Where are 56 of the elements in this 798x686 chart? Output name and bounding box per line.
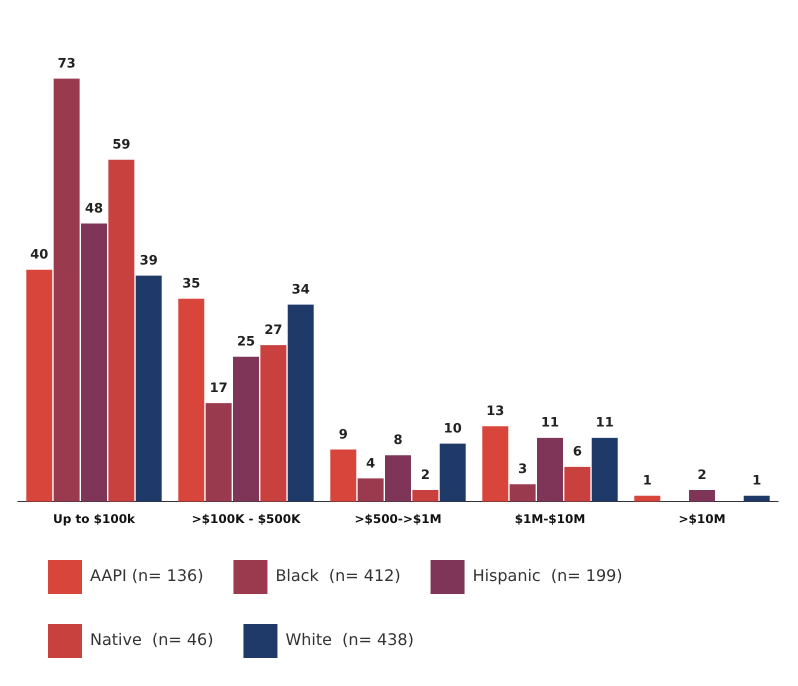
bar <box>412 490 438 502</box>
bar <box>510 484 536 502</box>
legend-label: Black (n= 412) <box>275 566 401 586</box>
data-label: 1 <box>752 474 762 489</box>
bar <box>482 426 508 502</box>
bar <box>136 276 162 502</box>
data-label: 39 <box>140 253 158 268</box>
data-label: 8 <box>393 433 403 448</box>
bar <box>592 438 618 502</box>
bar <box>54 78 80 502</box>
x-tick-label: Up to $100k <box>52 512 136 526</box>
bar <box>260 345 286 502</box>
data-label: 25 <box>236 334 256 350</box>
bar <box>81 223 107 502</box>
data-label: 17 <box>210 380 228 396</box>
data-label: 1 <box>642 474 652 489</box>
data-label: 27 <box>264 323 282 338</box>
bar <box>206 403 232 502</box>
bar <box>178 298 204 502</box>
data-label: 4 <box>366 456 376 472</box>
data-label: 11 <box>540 416 560 431</box>
legend-label: AAPI (n= 136) <box>90 566 204 586</box>
legend-label: White (n= 438) <box>285 630 414 650</box>
data-label: 6 <box>572 444 582 460</box>
x-tick-label: $1M-$10M <box>514 512 586 526</box>
x-tick-label: >$500->$1M <box>354 512 442 526</box>
data-label: 40 <box>30 248 48 263</box>
data-label: 35 <box>182 276 200 292</box>
bar <box>288 304 314 502</box>
data-label: 9 <box>338 427 348 442</box>
bar <box>564 466 590 502</box>
legend-label: Native (n= 46) <box>90 630 214 650</box>
data-label: 34 <box>292 282 310 298</box>
data-label: 10 <box>444 422 462 437</box>
data-label: 2 <box>420 468 430 483</box>
bar <box>358 478 384 502</box>
bar <box>330 449 356 502</box>
bar <box>385 455 411 502</box>
x-tick-label: >$10M <box>678 512 726 526</box>
bar <box>233 356 259 502</box>
bar <box>108 160 134 502</box>
bar <box>26 270 52 502</box>
bar <box>689 490 715 502</box>
bar <box>744 496 770 502</box>
data-label: 73 <box>58 56 76 72</box>
data-label: 48 <box>84 201 104 216</box>
bar <box>537 438 563 502</box>
legend-label: Hispanic (n= 199) <box>472 566 623 586</box>
data-label: 11 <box>596 416 614 431</box>
bar <box>440 444 466 502</box>
data-label: 3 <box>518 462 528 478</box>
data-label: 2 <box>697 468 707 483</box>
bar <box>634 496 660 502</box>
data-label: 13 <box>486 404 504 420</box>
x-tick-label: >$100K - $500K <box>192 512 302 526</box>
data-label: 59 <box>112 138 130 153</box>
